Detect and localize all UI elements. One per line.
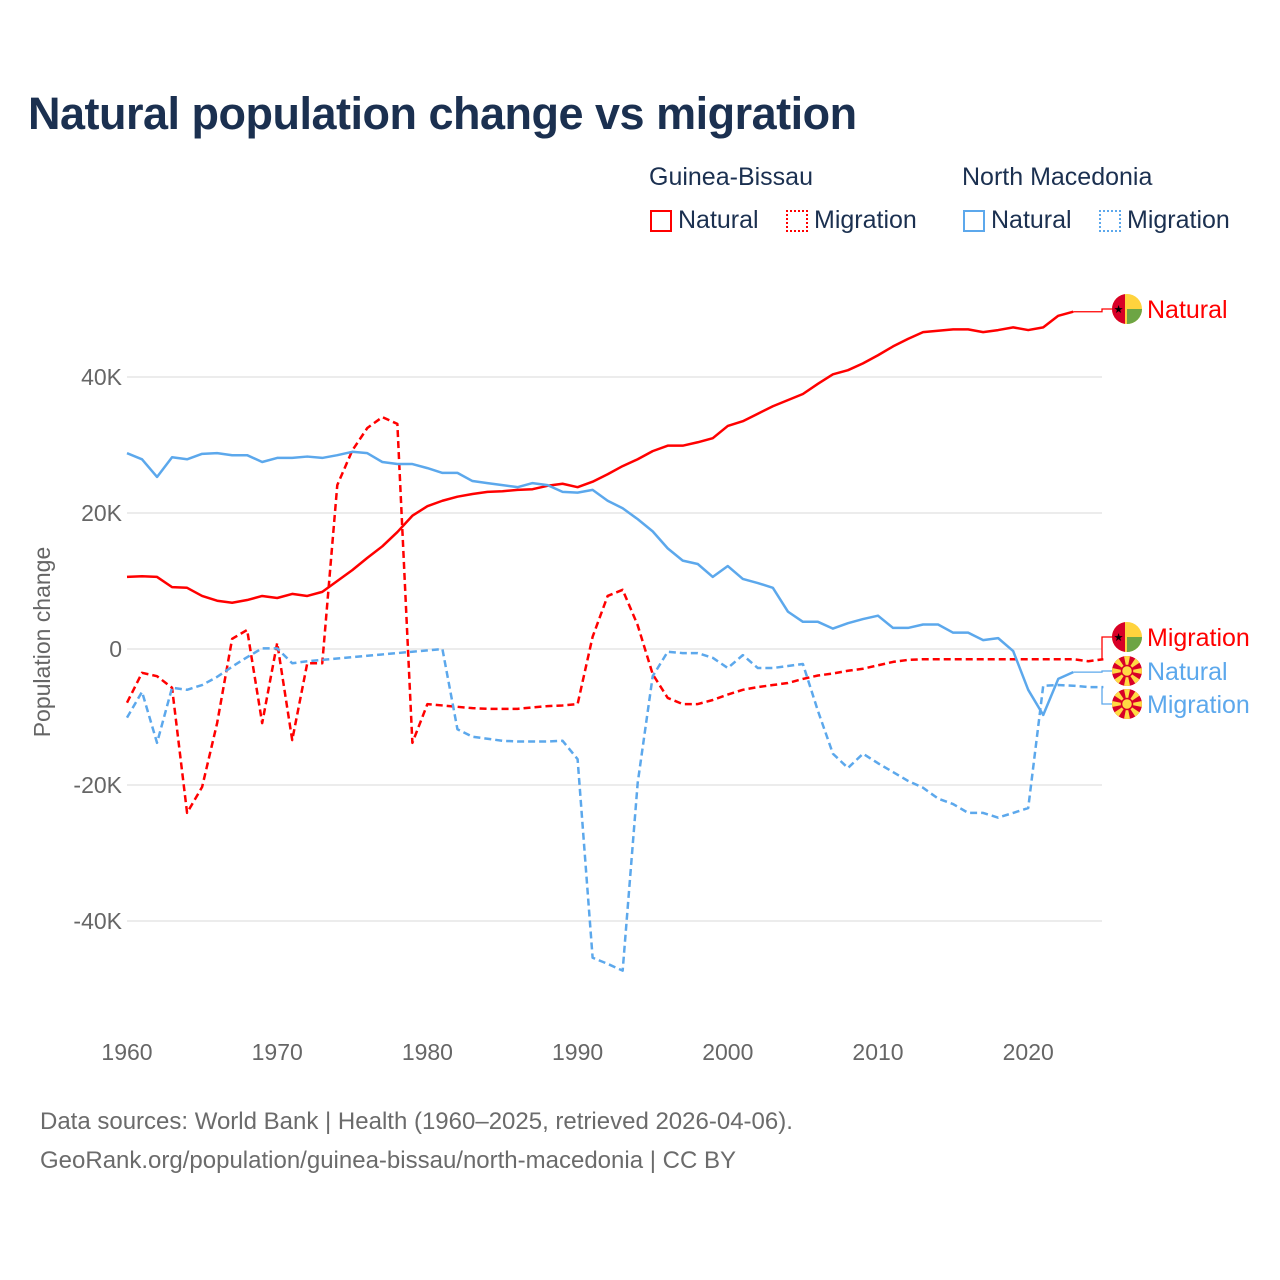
- star-icon: ★: [1114, 304, 1124, 316]
- star-icon: ★: [1114, 632, 1124, 644]
- legend-item-nm-migration[interactable]: Migration: [1099, 206, 1230, 235]
- series-end-label: Natural: [1147, 296, 1228, 324]
- legend-label: Natural: [991, 206, 1072, 234]
- x-tick-label: 2020: [1003, 1039, 1054, 1065]
- guinea-bissau-flag-icon: ★: [1112, 294, 1142, 324]
- flag-green: [1127, 309, 1142, 324]
- sun-ray: [1112, 667, 1127, 675]
- flag-red: [1112, 622, 1125, 652]
- flag-green: [1127, 637, 1142, 652]
- legend-label: Migration: [814, 206, 917, 234]
- sun-ray: [1123, 656, 1131, 671]
- chart-title: Natural population change vs migration: [28, 88, 857, 139]
- sun-ray: [1112, 700, 1127, 708]
- legend-item-gb-natural[interactable]: Natural: [650, 206, 759, 235]
- sun-ray: [1127, 667, 1142, 675]
- series-line-guinea-bissau-natural: [126, 310, 1074, 605]
- series-end-label: Natural: [1147, 658, 1228, 686]
- series-line-north-macedonia-migration: [125, 647, 1104, 972]
- sun-icon: [1120, 697, 1134, 711]
- legend-label: Natural: [678, 206, 759, 234]
- footer-url: GeoRank.org/population/guinea-bissau/nor…: [40, 1147, 736, 1174]
- flag-body: ★: [1112, 294, 1142, 324]
- flag-body: [1112, 689, 1142, 719]
- x-tick-label: 2010: [852, 1039, 903, 1065]
- footer-sources: Data sources: World Bank | Health (1960–…: [40, 1108, 793, 1135]
- guinea-bissau-flag-icon: ★: [1112, 622, 1142, 652]
- sun-ray: [1123, 671, 1131, 686]
- legend-swatch-dotted: [786, 209, 808, 232]
- label-connector: [1101, 636, 1114, 660]
- y-axis-label: Population change: [29, 547, 55, 738]
- sun-ray: [1127, 700, 1142, 708]
- series-line-guinea-bissau-migration: [125, 415, 1104, 815]
- y-tick-label: -40K: [73, 908, 122, 934]
- legend-group-guinea-bissau: Guinea-Bissau: [649, 163, 813, 191]
- x-tick-label: 1980: [402, 1039, 453, 1065]
- x-tick-label: 1990: [552, 1039, 603, 1065]
- series-line-north-macedonia-natural: [126, 450, 1074, 717]
- legend-item-nm-natural[interactable]: Natural: [963, 206, 1072, 235]
- x-tick-label: 2000: [702, 1039, 753, 1065]
- legend-swatch-solid: [650, 209, 672, 232]
- sun-icon: [1120, 664, 1134, 678]
- sun-ray: [1123, 704, 1131, 719]
- north-macedonia-flag-icon: [1112, 656, 1142, 686]
- label-connector: [1101, 686, 1114, 705]
- series-end-label: Migration: [1147, 624, 1250, 652]
- legend-swatch-dotted: [1099, 209, 1121, 232]
- flag-body: [1112, 656, 1142, 686]
- flag-red: [1112, 294, 1125, 324]
- y-tick-label: 40K: [81, 364, 123, 390]
- x-tick-label: 1970: [252, 1039, 303, 1065]
- series-end-label: Migration: [1147, 691, 1250, 719]
- y-tick-label: 0: [109, 636, 122, 662]
- label-connector: [1073, 670, 1114, 673]
- flag-body: ★: [1112, 622, 1142, 652]
- legend-item-gb-migration[interactable]: Migration: [786, 206, 917, 235]
- y-tick-label: -20K: [73, 772, 122, 798]
- legend-swatch-solid: [963, 209, 985, 232]
- y-tick-label: 20K: [81, 500, 123, 526]
- north-macedonia-flag-icon: [1112, 689, 1142, 719]
- legend-label: Migration: [1127, 206, 1230, 234]
- sun-ray: [1123, 689, 1131, 704]
- label-connector: [1073, 308, 1114, 313]
- x-tick-label: 1960: [101, 1039, 152, 1065]
- legend-group-north-macedonia: North Macedonia: [962, 163, 1153, 191]
